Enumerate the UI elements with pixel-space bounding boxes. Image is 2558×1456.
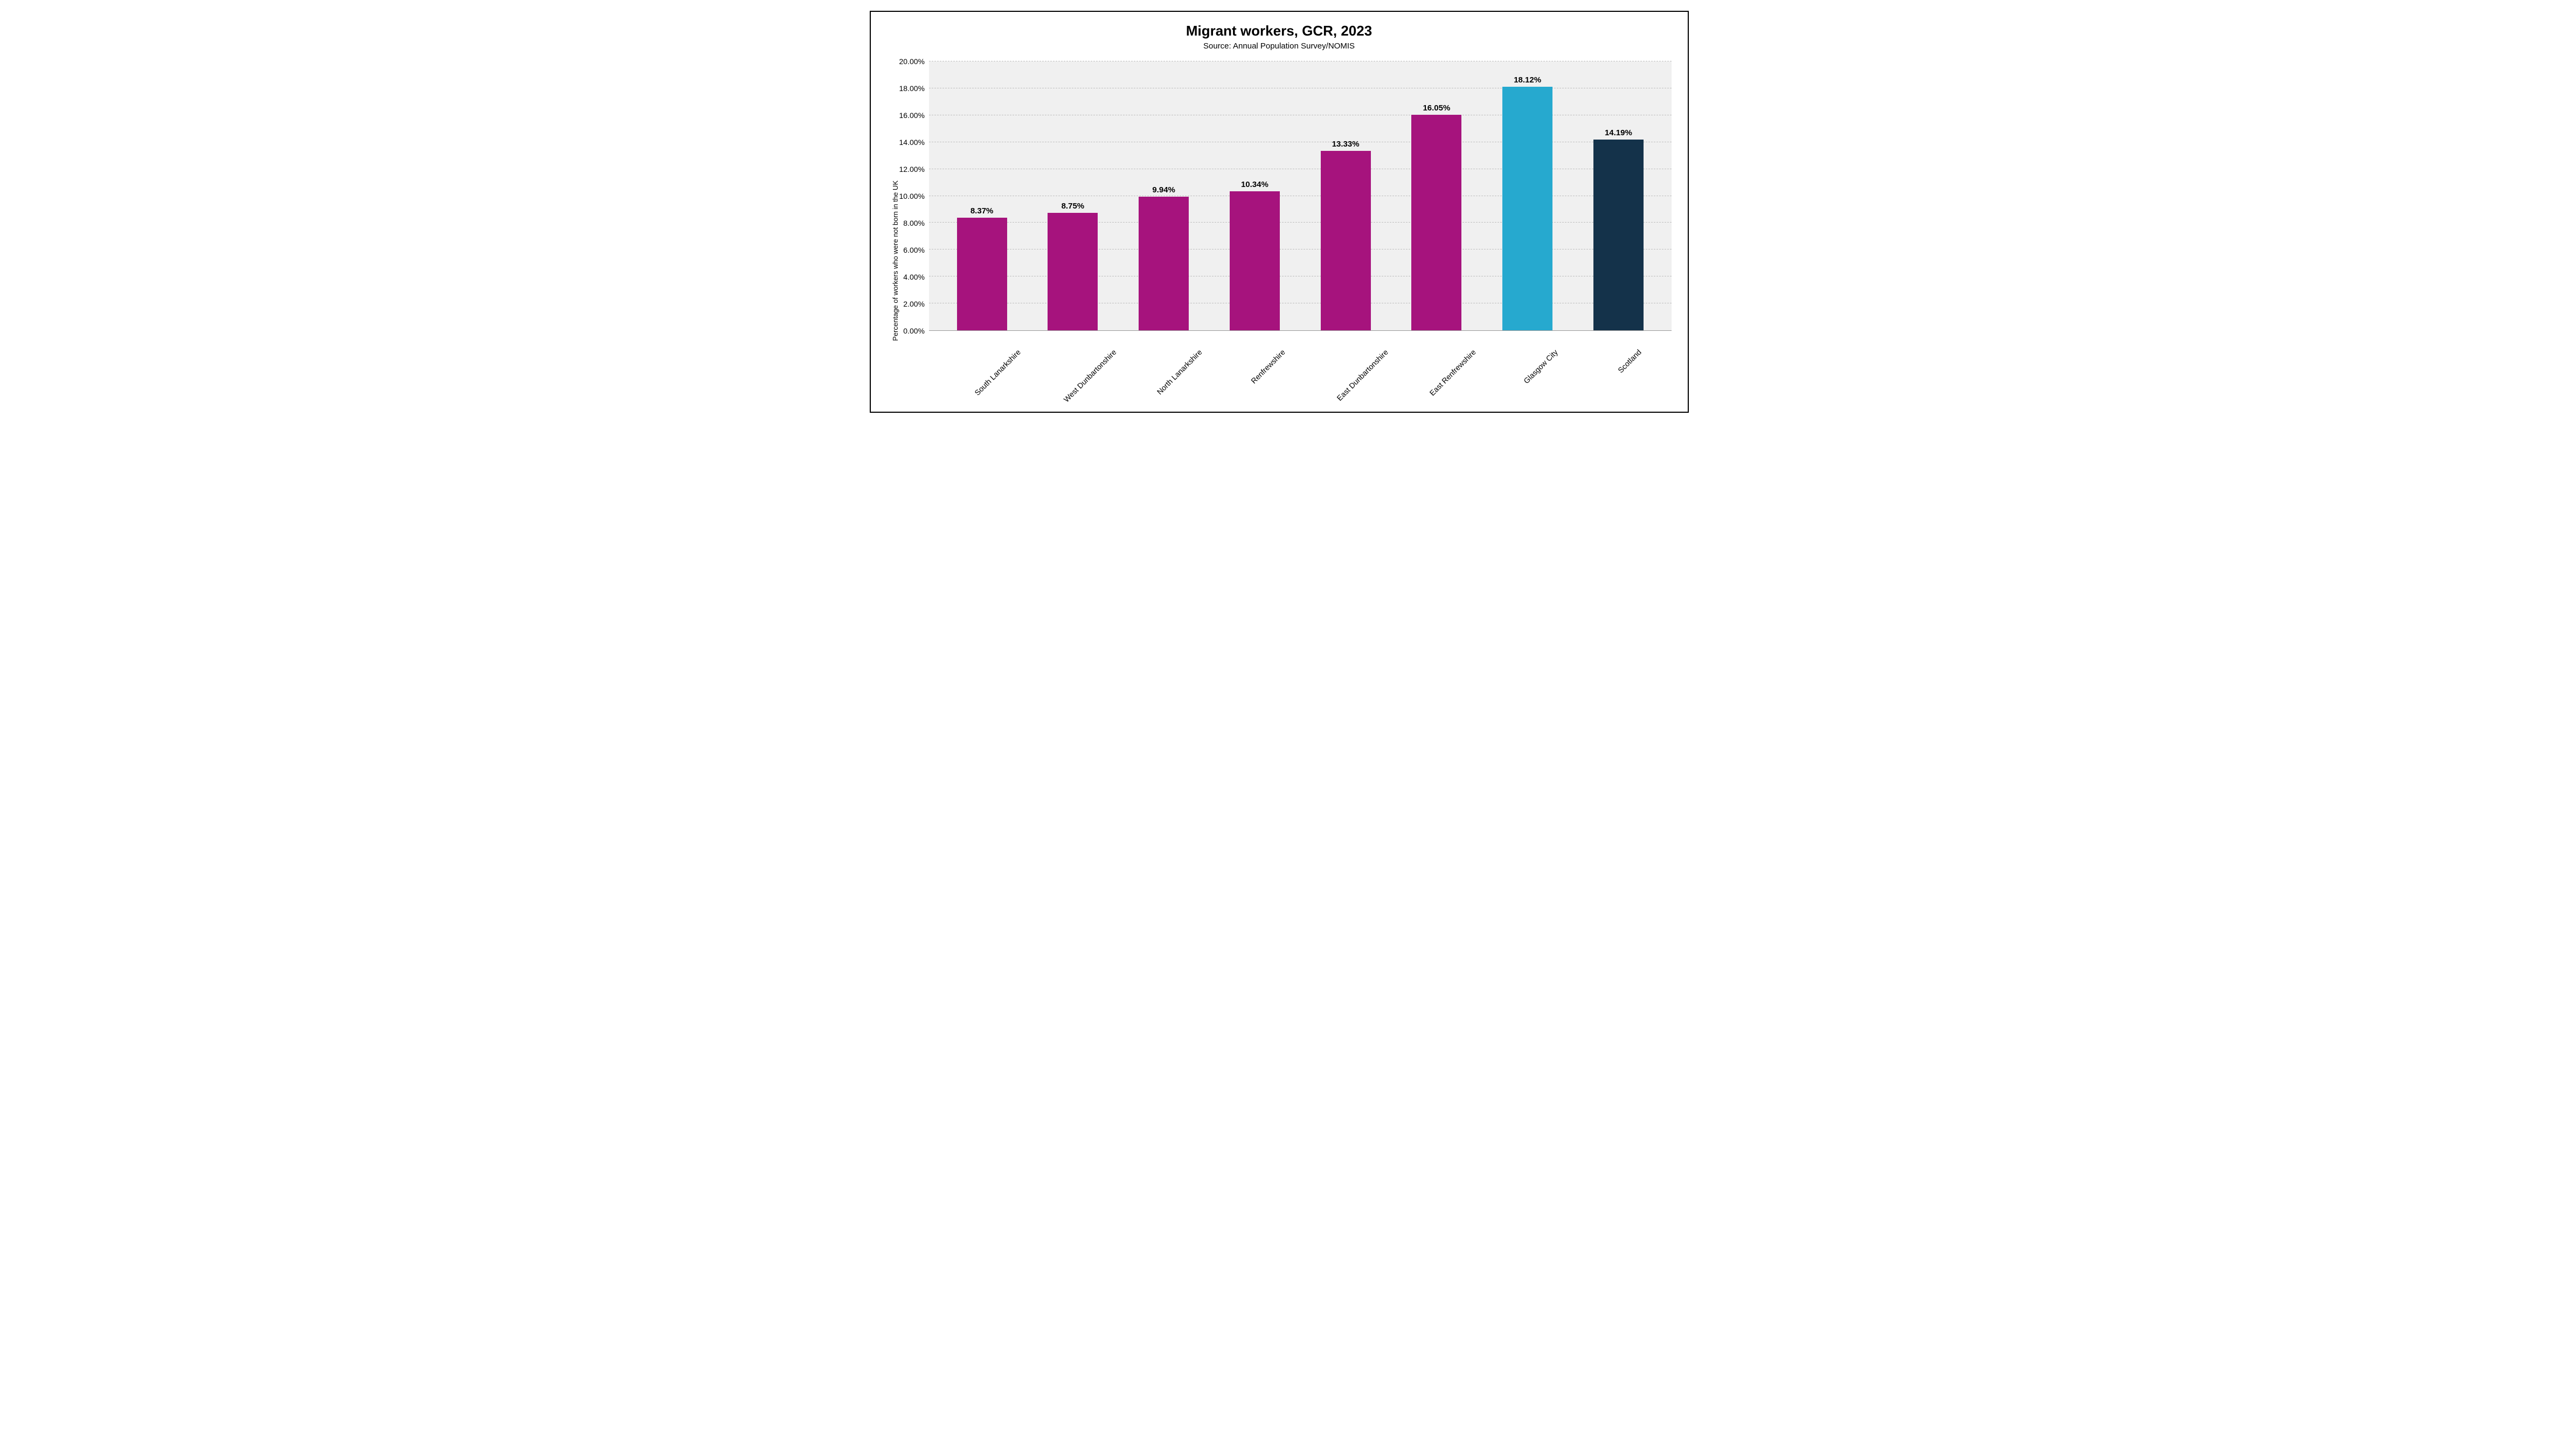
x-axis-label: East Renfrewshire — [1427, 348, 1477, 397]
x-axis-label: East Dunbartonshire — [1335, 348, 1390, 403]
y-axis: 20.00% 18.00% 16.00% 14.00% 12.00% 10.00… — [899, 61, 929, 331]
bar — [1139, 197, 1189, 330]
x-axis-label: Scotland — [1616, 348, 1643, 375]
y-axis-label: Percentage of workers who were not born … — [887, 116, 899, 341]
bar-value-label: 8.75% — [1062, 202, 1085, 211]
x-label-slot: South Lanarkshire — [937, 336, 1028, 396]
x-axis-label: North Lanarkshire — [1155, 348, 1204, 396]
x-label-slot: East Dunbartonshire — [1300, 336, 1391, 396]
bar — [1048, 213, 1098, 330]
bar-value-label: 8.37% — [970, 206, 994, 216]
bar-slot: 10.34% — [1209, 61, 1300, 330]
bar-value-label: 13.33% — [1332, 140, 1360, 149]
x-label-slot: Glasgow City — [1482, 336, 1573, 396]
bar-slot: 18.12% — [1482, 61, 1573, 330]
bar-value-label: 18.12% — [1514, 75, 1541, 85]
bars-group: 8.37% 8.75% 9.94% 10.34% 13.33% 16.05% 18.12% 1… — [929, 61, 1672, 330]
bar-slot: 14.19% — [1573, 61, 1664, 330]
plot-wrapper: 8.37% 8.75% 9.94% 10.34% 13.33% 16.05% 18.12% 1… — [929, 61, 1672, 396]
x-label-slot: East Renfrewshire — [1391, 336, 1482, 396]
x-label-slot: West Dunbartonshire — [1028, 336, 1119, 396]
bar-slot: 8.75% — [1028, 61, 1119, 330]
chart-container: Migrant workers, GCR, 2023 Source: Annua… — [870, 11, 1689, 413]
bar-value-label: 10.34% — [1241, 180, 1268, 189]
x-axis-label: Glasgow City — [1522, 348, 1560, 385]
x-label-slot: North Lanarkshire — [1118, 336, 1209, 396]
plot-area: 8.37% 8.75% 9.94% 10.34% 13.33% 16.05% 18.12% 1… — [929, 61, 1672, 331]
x-label-slot: Renfrewshire — [1209, 336, 1300, 396]
bar-slot: 16.05% — [1391, 61, 1482, 330]
bar — [1593, 140, 1644, 330]
x-axis: South LanarkshireWest Dunbartonshire Nort… — [929, 331, 1672, 396]
bar — [1502, 87, 1552, 330]
x-axis-label: South Lanarkshire — [973, 348, 1023, 397]
bar-value-label: 14.19% — [1605, 128, 1632, 137]
bar — [957, 218, 1007, 330]
bar-slot: 9.94% — [1118, 61, 1209, 330]
bar — [1230, 191, 1280, 330]
x-axis-label: Renfrewshire — [1249, 348, 1287, 385]
chart-subtitle: Source: Annual Population Survey/NOMIS — [887, 41, 1672, 51]
bar-value-label: 9.94% — [1152, 185, 1175, 195]
x-label-slot: Scotland — [1573, 336, 1664, 396]
chart-title: Migrant workers, GCR, 2023 — [887, 23, 1672, 39]
bar-value-label: 16.05% — [1423, 103, 1450, 113]
bar-slot: 8.37% — [937, 61, 1028, 330]
bar — [1411, 115, 1461, 330]
bar — [1321, 151, 1371, 330]
bar-slot: 13.33% — [1300, 61, 1391, 330]
x-axis-label: West Dunbartonshire — [1062, 348, 1118, 404]
chart-body: Percentage of workers who were not born … — [887, 61, 1672, 396]
